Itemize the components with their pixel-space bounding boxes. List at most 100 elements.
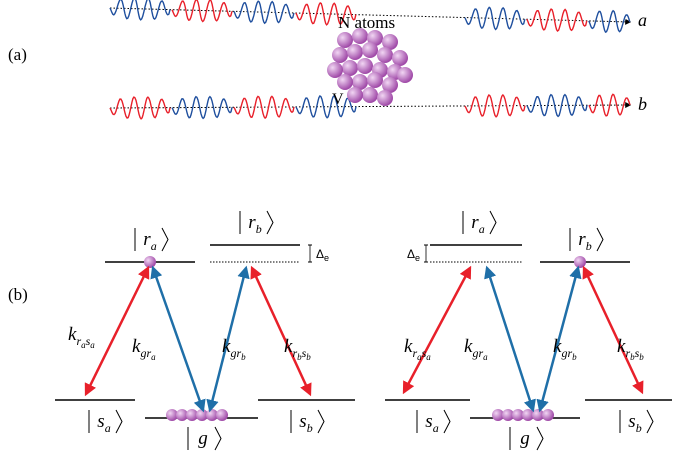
atom [347, 44, 363, 60]
ket-text: ra [471, 212, 484, 236]
atom [397, 67, 413, 83]
coupling-sub: r [478, 346, 483, 360]
coupling-symbol: k [68, 324, 77, 345]
coupling-sub: g [230, 346, 236, 360]
atom [216, 409, 228, 421]
ket-angle [214, 426, 222, 451]
ket-text: ra [143, 229, 156, 253]
ket-subscript: a [433, 421, 439, 435]
ket: rb [578, 229, 591, 253]
coupling-subsub: a [483, 352, 488, 362]
detuning-symbol: Δ [316, 247, 324, 261]
coupling-subsub: b [639, 352, 644, 362]
wave-packet [464, 93, 526, 118]
ket-symbol: r [143, 229, 151, 250]
ket-subscript: b [256, 222, 262, 236]
coupling-label: kgra [132, 336, 156, 362]
beam-axis [109, 7, 632, 25]
atom [352, 74, 368, 90]
atom [392, 50, 408, 66]
transition-arrow [484, 265, 536, 413]
ket-symbol: s [97, 411, 104, 432]
atom [337, 32, 353, 48]
panel-label: (a) [8, 45, 27, 64]
ket-subscript: a [151, 239, 157, 253]
ket-symbol: g [520, 428, 530, 449]
ket-symbol: r [471, 212, 479, 233]
coupling-label: krbsb [284, 336, 311, 362]
coupling-label: kgrb [222, 336, 246, 362]
coupling-sub: r [412, 346, 417, 360]
transition-arrow [582, 265, 644, 395]
wave-packet [588, 9, 631, 33]
coupling-sub: g [140, 346, 146, 360]
ket: sb [299, 411, 312, 435]
ket-angle [489, 210, 497, 235]
ket-subscript: a [105, 421, 111, 435]
wave-packet [233, 0, 295, 25]
wave-packet [464, 6, 526, 31]
wave-packet [588, 93, 631, 117]
ket: sb [628, 411, 641, 435]
coupling-sub: r [146, 346, 151, 360]
wave-packet [109, 96, 171, 120]
ket-subscript: b [586, 239, 592, 253]
transition-arrow [536, 265, 582, 413]
coupling-subsub: a [90, 340, 95, 350]
coupling-subsub: a [417, 352, 422, 362]
coupling-sub: r [292, 346, 297, 360]
ket-angle [266, 210, 274, 235]
ket-text: g [520, 428, 530, 449]
coupling-sub: r [236, 346, 241, 360]
ket-symbol: s [299, 411, 306, 432]
wave-packet [526, 93, 588, 118]
ket-angle [646, 409, 654, 434]
coupling-label: kgra [464, 336, 488, 362]
beam-axis [109, 102, 632, 109]
coupling-symbol: k [464, 336, 473, 357]
coupling-label: krasa [68, 324, 95, 350]
coupling-subsub: b [241, 352, 246, 362]
atom [144, 256, 156, 268]
panel-label: (b) [8, 285, 28, 304]
coupling-label: krasa [404, 336, 431, 362]
atom [377, 47, 393, 63]
coupling-sub: r [567, 346, 572, 360]
coupling-subsub: a [151, 352, 156, 362]
atom [337, 74, 353, 90]
ket-symbol: g [198, 428, 208, 449]
coupling-subsub: b [297, 352, 302, 362]
coupling-symbol: k [553, 336, 562, 357]
ket-symbol: s [628, 411, 635, 432]
atoms-label: N atoms [338, 13, 395, 32]
ket-subscript: b [307, 421, 313, 435]
detuning-symbol: Δ [407, 247, 415, 261]
ket: sa [97, 411, 110, 435]
wave-packet [295, 94, 357, 119]
detuning-label: Δe [407, 247, 420, 263]
ket-angle [115, 409, 123, 434]
ket-text: sb [299, 411, 312, 435]
atom [327, 62, 343, 78]
ket-subscript: a [479, 222, 485, 236]
coupling-sub: r [625, 346, 630, 360]
coupling-sub: s [86, 334, 91, 348]
atom [352, 28, 368, 44]
coupling-subsub: a [81, 340, 86, 350]
wave-packet [109, 0, 171, 21]
transition-arrow [84, 265, 150, 397]
coupling-sub: s [635, 346, 640, 360]
coupling-sub: s [422, 346, 427, 360]
ket-text: sa [425, 411, 438, 435]
ket: g [198, 428, 208, 449]
atom [382, 34, 398, 50]
atom [382, 77, 398, 93]
ket: g [520, 428, 530, 449]
ket-subscript: b [636, 421, 642, 435]
ket-angle [443, 409, 451, 434]
atom [362, 42, 378, 58]
ket-text: sa [97, 411, 110, 435]
atom [362, 87, 378, 103]
wave-packet [171, 0, 233, 23]
